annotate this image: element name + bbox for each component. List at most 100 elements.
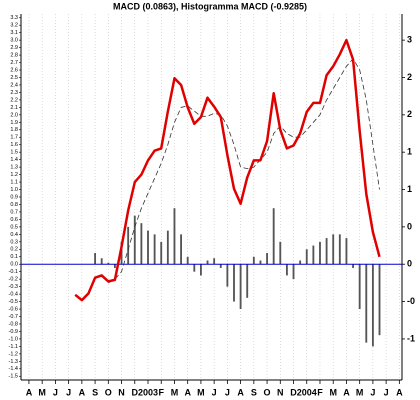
histogram-bar: [147, 230, 149, 265]
histogram-bar: [319, 241, 321, 265]
y-tick-label: -1.2: [9, 351, 18, 357]
x-tick-label: N: [277, 387, 284, 397]
x-tick-label: J: [225, 387, 230, 397]
y-tick-label: -0.7: [9, 314, 18, 320]
y-tick-label: 0.5: [10, 224, 18, 230]
y-tick-label: 2.6: [10, 67, 18, 73]
y-tick-label: 0.1: [10, 254, 18, 260]
y-tick-label: 1.7: [10, 135, 18, 141]
histogram-bar: [160, 241, 163, 265]
histogram-bar: [246, 264, 249, 298]
x-tick-label: F: [317, 387, 323, 397]
histogram-bar: [133, 215, 136, 265]
histogram-bar: [140, 223, 143, 265]
signal-line: [108, 58, 380, 284]
y2-tick-label: 2: [407, 72, 412, 82]
x-tick-label: S: [92, 387, 98, 397]
x-tick-label: J: [212, 387, 217, 397]
y-tick-label: 2.9: [10, 45, 18, 51]
histogram-bar: [299, 260, 302, 265]
histogram-bar: [338, 234, 341, 265]
y2-tick-label: 0: [407, 259, 412, 269]
x-tick-label: 2004: [297, 387, 317, 397]
y-tick-label: 2.5: [10, 75, 18, 81]
histogram-bar: [332, 234, 335, 265]
x-tick-label: D: [290, 387, 297, 397]
x-tick-label: A: [79, 387, 86, 397]
histogram-bar: [352, 264, 354, 268]
y-tick-label: -0.5: [9, 299, 18, 305]
y-tick-label: 1.9: [10, 120, 18, 126]
histogram-bar: [107, 262, 110, 265]
x-tick-label: O: [264, 387, 271, 397]
y-tick-label: 2.3: [10, 90, 18, 96]
y-tick-label: 3.1: [10, 30, 18, 36]
histogram-bar: [312, 245, 315, 265]
y-tick-label: 0.3: [10, 239, 18, 245]
histogram-bar: [166, 230, 169, 265]
histogram-bar: [100, 258, 103, 265]
x-tick-label: A: [396, 387, 403, 397]
y-tick-label: 1.8: [10, 127, 18, 133]
y-tick-label: 3.0: [10, 38, 18, 44]
y-tick-label: 1.3: [10, 165, 18, 171]
x-tick-label: J: [370, 387, 375, 397]
histogram-bar: [199, 264, 202, 276]
y-tick-label: -0.3: [9, 284, 18, 290]
x-tick-label: S: [251, 387, 257, 397]
histogram-bar: [94, 253, 97, 265]
histogram-bar: [127, 226, 130, 265]
y-tick-label: 3.2: [10, 23, 18, 29]
x-tick-label: J: [384, 387, 389, 397]
y2-tick-label: -1: [407, 333, 415, 343]
chart-title: MACD (0.0863), Histogramma MACD (-0.9285…: [113, 1, 307, 11]
y-tick-label: 0.6: [10, 217, 18, 223]
histogram-bar: [325, 238, 328, 265]
x-tick-label: A: [237, 387, 244, 397]
x-tick-label: M: [197, 387, 205, 397]
y-tick-label: -1.5: [9, 374, 18, 380]
histogram-bar: [180, 234, 182, 265]
y-tick-label: 1.0: [10, 187, 18, 193]
y-tick-label: 2.2: [10, 97, 18, 103]
histogram-bar: [365, 264, 368, 343]
y-tick-label: 3.3: [10, 15, 18, 21]
histogram-bar: [266, 253, 268, 265]
y-tick-label: -1.1: [9, 344, 18, 350]
y-tick-label: -0.6: [9, 306, 18, 312]
histogram-bar: [114, 264, 116, 268]
x-tick-label: M: [329, 387, 337, 397]
x-tick-label: M: [171, 387, 179, 397]
histogram-bar: [213, 258, 216, 265]
y-tick-label: -0.8: [9, 321, 18, 327]
x-tick-label: 2003: [138, 387, 158, 397]
histogram-bar: [378, 264, 381, 336]
histogram-bar: [358, 264, 361, 310]
histogram-bar: [252, 256, 255, 265]
histogram-bar: [173, 208, 176, 265]
histogram-bar: [272, 208, 275, 265]
y-tick-label: 1.1: [10, 180, 18, 186]
y-tick-label: -0.1: [9, 269, 18, 275]
histogram-bar: [305, 249, 308, 265]
y-tick-label: 0.4: [10, 232, 18, 238]
x-tick-label: J: [66, 387, 71, 397]
y2-tick-label: 1: [407, 184, 412, 194]
x-tick-label: A: [343, 387, 350, 397]
x-tick-label: A: [26, 387, 33, 397]
y-tick-label: 0.8: [10, 202, 18, 208]
y2-tick-label: 3: [407, 35, 412, 45]
histogram-bar: [219, 264, 222, 268]
x-tick-label: O: [105, 387, 112, 397]
y-tick-label: -1.3: [9, 359, 18, 365]
x-tick-label: F: [158, 387, 164, 397]
y2-tick-label: 0: [407, 221, 412, 231]
y-tick-label: 1.2: [10, 172, 18, 178]
x-tick-label: J: [53, 387, 58, 397]
y-tick-label: 2.8: [10, 53, 18, 59]
y-tick-label: 0.9: [10, 194, 18, 200]
x-tick-label: M: [356, 387, 364, 397]
y-tick-label: 0.7: [10, 209, 18, 215]
x-tick-label: N: [118, 387, 125, 397]
